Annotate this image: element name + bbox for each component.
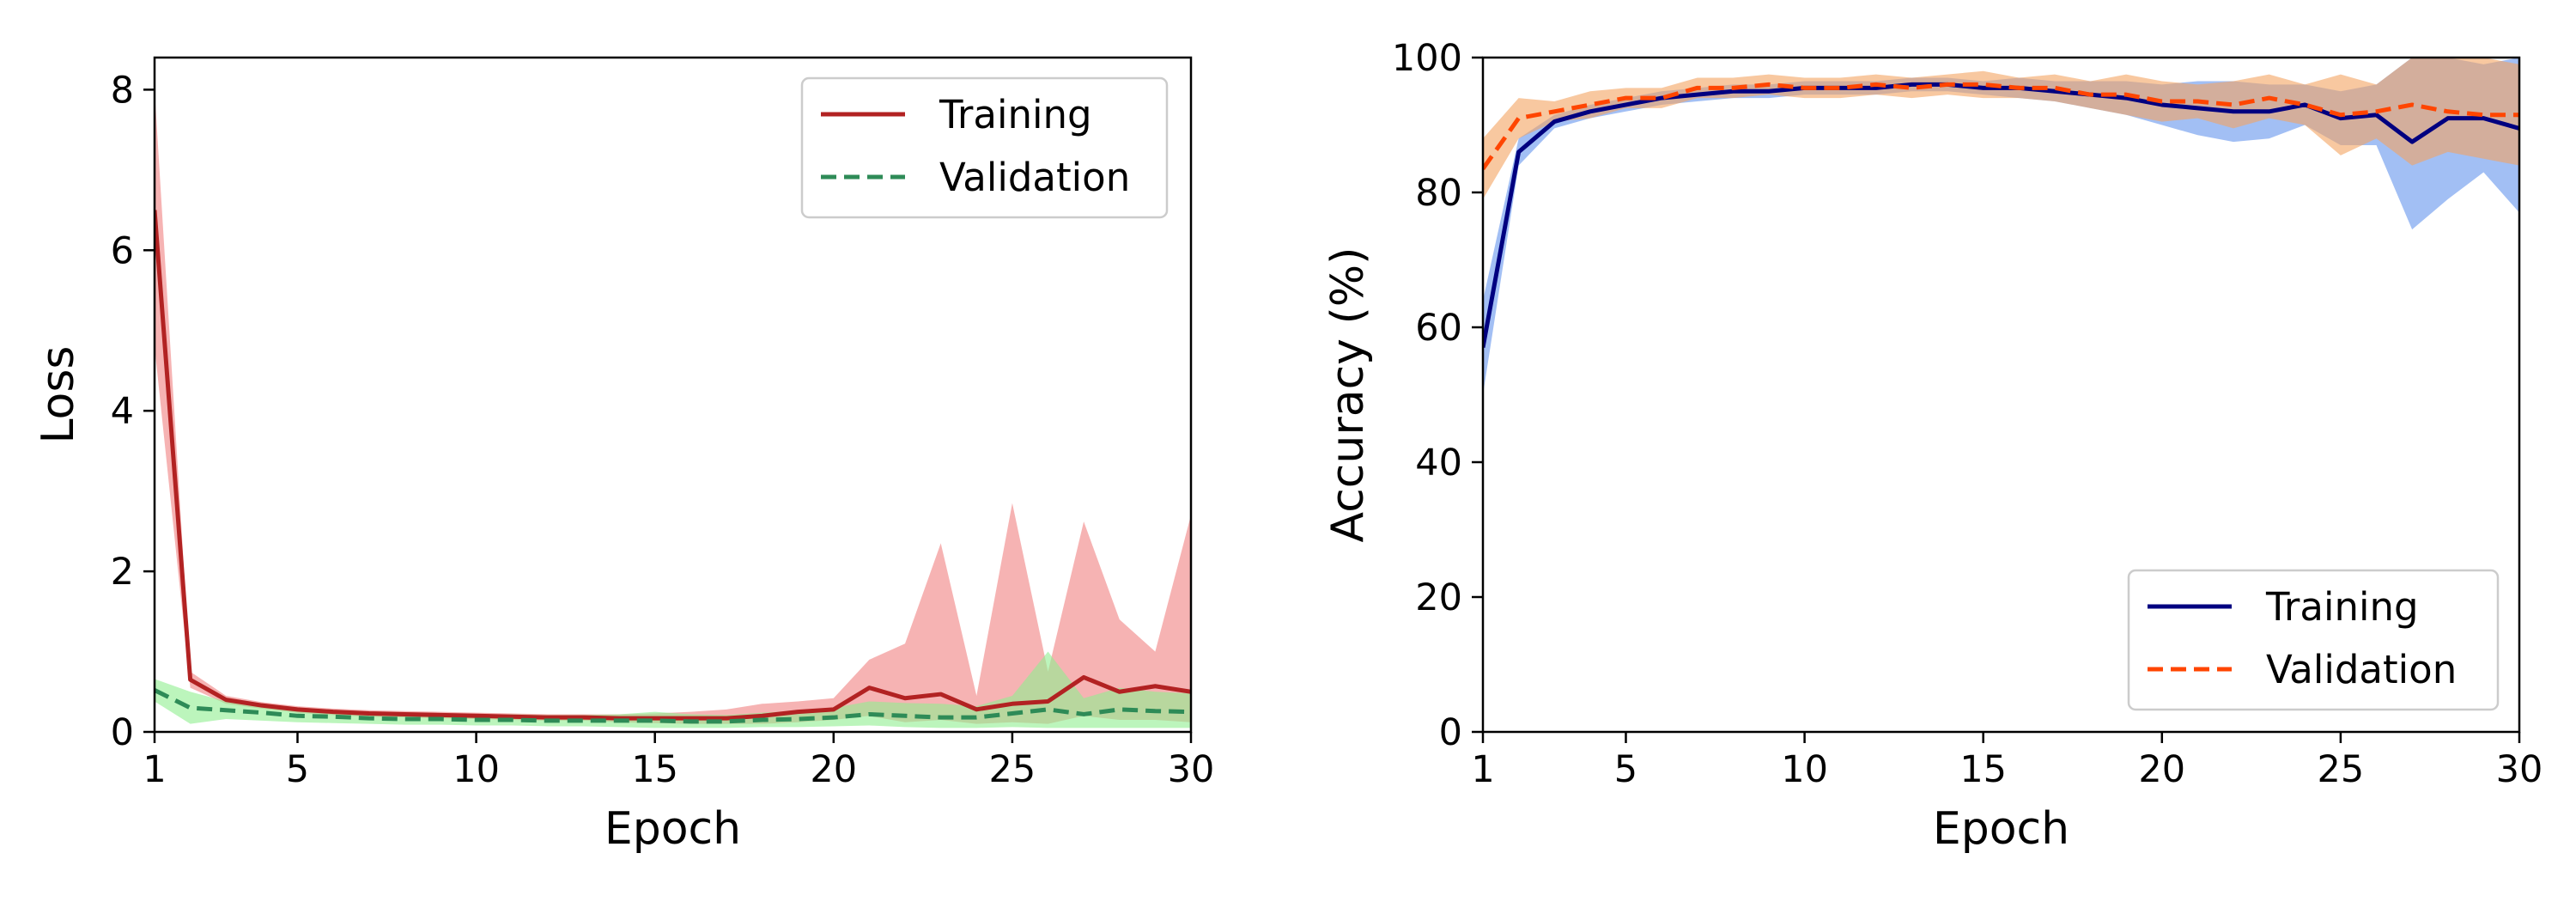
x-tick-label: 25	[989, 748, 1036, 791]
y-axis-label: Loss	[33, 345, 84, 443]
x-tick-label: 10	[1781, 748, 1828, 791]
y-tick-label: 0	[111, 711, 134, 754]
y-axis-label: Accuracy (%)	[1322, 247, 1374, 543]
legend-label-validation: Validation	[939, 155, 1130, 200]
x-tick-label: 30	[1168, 748, 1215, 791]
x-tick-label: 30	[2496, 748, 2543, 791]
y-tick-label: 0	[1439, 711, 1462, 754]
x-tick-label: 5	[1614, 748, 1637, 791]
y-tick-label: 8	[111, 69, 134, 112]
x-tick-label: 20	[810, 748, 857, 791]
x-axis-label: Epoch	[1933, 803, 2069, 855]
y-tick-label: 4	[111, 390, 134, 433]
legend: Training Validation	[800, 76, 1169, 219]
y-tick-label: 60	[1415, 307, 1462, 350]
band-validation	[155, 651, 1191, 728]
x-tick-label: 15	[1959, 748, 2007, 791]
y-tick-label: 2	[111, 551, 134, 594]
x-tick-label: 10	[453, 748, 500, 791]
plot-area	[1483, 58, 2519, 395]
line-validation	[1483, 82, 2519, 170]
plot-area	[155, 89, 1191, 728]
x-tick-label: 15	[631, 748, 678, 791]
band-training	[155, 89, 1191, 724]
loss-chart: 1 5 10 15 20 25 3002468EpochLossTrainingValida…	[33, 56, 1215, 855]
legend: Training Validation	[2127, 569, 2500, 711]
line-training	[155, 210, 1191, 721]
y-tick-label: 6	[111, 229, 134, 272]
x-tick-label: 1	[143, 748, 166, 791]
axes-frame	[1481, 56, 2521, 734]
x-tick-label: 25	[2318, 748, 2365, 791]
y-tick-label: 20	[1415, 576, 1462, 619]
axes-frame	[153, 56, 1193, 734]
y-tick-label: 80	[1415, 172, 1462, 215]
y-tick-label: 40	[1415, 442, 1462, 485]
x-tick-label: 20	[2138, 748, 2185, 791]
x-axis-label: Epoch	[605, 803, 741, 855]
legend-label-training: Training	[2265, 584, 2419, 630]
x-tick-label: 5	[286, 748, 309, 791]
band-validation	[1483, 58, 2519, 199]
line-validation	[155, 688, 1191, 724]
legend-label-validation: Validation	[2266, 647, 2457, 692]
y-tick-label: 100	[1392, 37, 1462, 80]
legend-label-training: Training	[939, 92, 1092, 137]
x-tick-label: 1	[1471, 748, 1494, 791]
